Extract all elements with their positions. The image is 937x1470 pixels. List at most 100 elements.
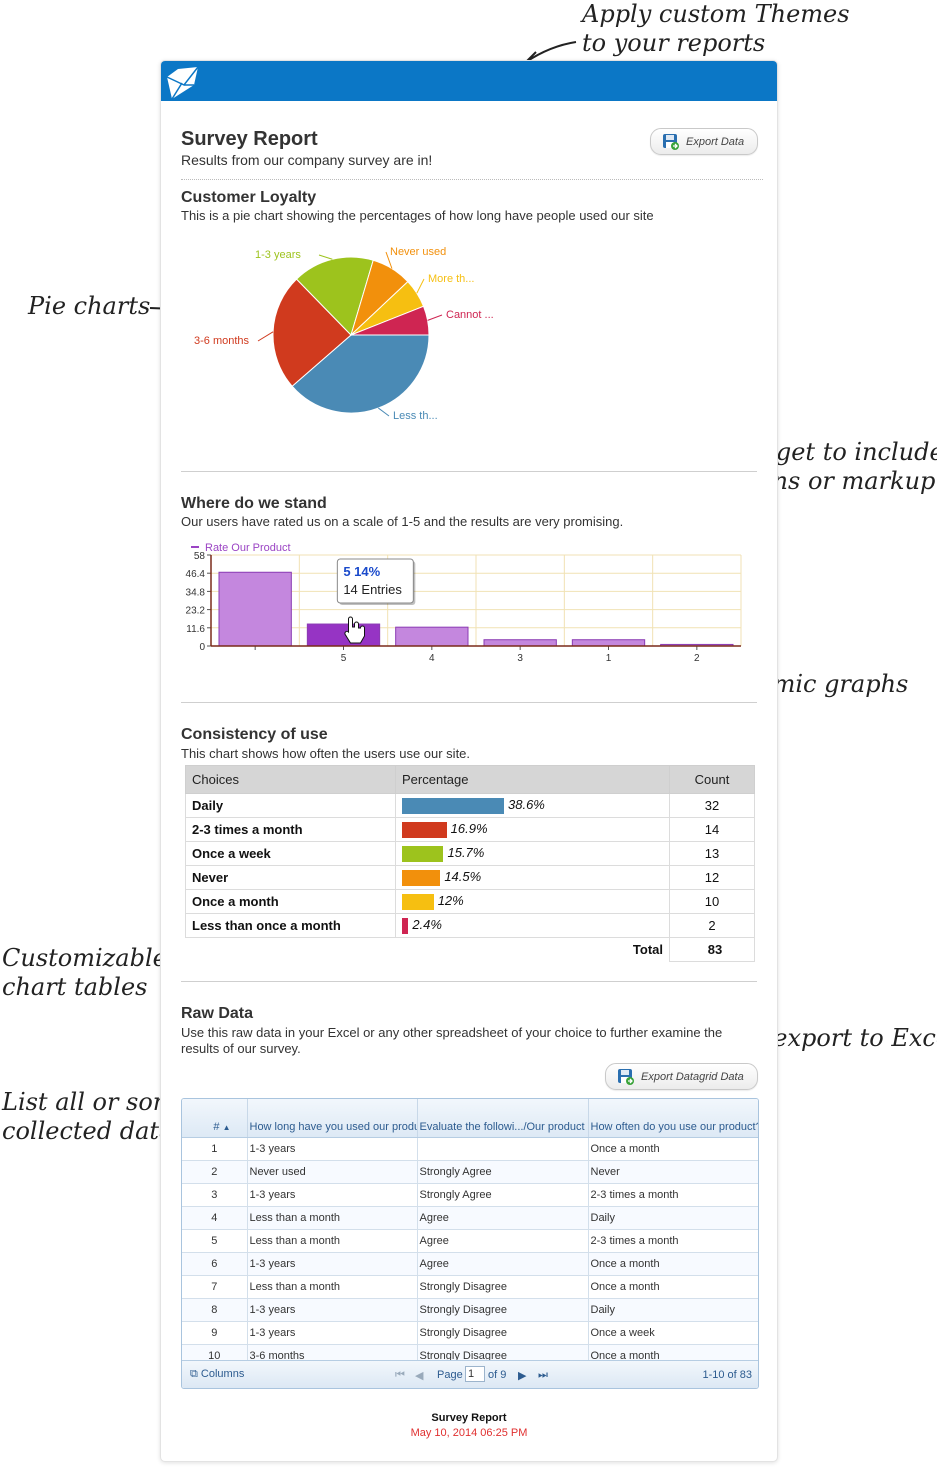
- pie-slice-label: Less th...: [393, 410, 438, 422]
- bar[interactable]: [306, 623, 381, 647]
- grid-cell-evaluate: [417, 1137, 589, 1161]
- bar[interactable]: [571, 639, 646, 647]
- y-tick-label: 23.2: [186, 606, 206, 617]
- pie-leader-line: [318, 254, 333, 260]
- grid-cell-how-often: Once a month: [588, 1252, 758, 1276]
- pie-leader-line: [416, 278, 425, 294]
- grid-cell-evaluate: Agree: [417, 1252, 589, 1276]
- grid-cell-number: 1: [182, 1137, 248, 1161]
- x-tick-label: 2: [694, 653, 700, 664]
- grid-cell-evaluate: Strongly Disagree: [417, 1298, 589, 1322]
- grid-col-how-long[interactable]: How long have you used our produ: [247, 1099, 418, 1138]
- x-tick-label: 3: [517, 653, 523, 664]
- hand-cursor-icon: [344, 616, 365, 644]
- raw-heading: Raw Data: [181, 1005, 254, 1022]
- export-data-label: Export Data: [686, 135, 745, 148]
- pie-slice[interactable]: [295, 256, 374, 336]
- grid-col-number[interactable]: # ▲: [182, 1099, 248, 1138]
- x-tick-label: 5: [341, 653, 347, 664]
- grid-cell-number: 9: [182, 1321, 248, 1345]
- table-row[interactable]: 7 Less than a month Strongly Disagree Once …: [182, 1275, 758, 1299]
- next-page-icon[interactable]: ▶: [518, 1370, 527, 1382]
- col-percentage[interactable]: Percentage: [395, 765, 670, 794]
- percentage-cell: 14.5%: [395, 865, 670, 890]
- divider: [181, 981, 757, 982]
- grid-cell-how-often: Once a month: [588, 1137, 758, 1161]
- grid-cell-number: 6: [182, 1252, 248, 1276]
- legend-label: Rate Our Product: [205, 542, 291, 554]
- grid-cell-evaluate: Strongly Agree: [417, 1160, 589, 1184]
- pie-slice-label: More th...: [428, 273, 474, 285]
- grid-cell-how-long: 1-3 years: [247, 1321, 418, 1345]
- export-datagrid-button[interactable]: Export Datagrid Data: [605, 1063, 758, 1090]
- y-tick-label: 11.6: [186, 624, 205, 635]
- divider: [181, 471, 757, 472]
- table-row[interactable]: 1 1-3 years Once a month: [182, 1137, 758, 1161]
- consistency-row: Once a month 12% 10: [185, 889, 755, 914]
- tooltip-body: 14 Entries: [343, 582, 402, 597]
- y-tick-label: 58: [194, 551, 206, 562]
- percentage-text: 12%: [437, 893, 464, 909]
- pie-chart: Less th... 3-6 months 1-3 years Never used M…: [194, 246, 494, 422]
- first-page-icon[interactable]: ⏮: [395, 1369, 405, 1381]
- consistency-row: Once a week 15.7% 13: [185, 841, 755, 866]
- pie-leader-line: [378, 407, 390, 417]
- table-row[interactable]: 4 Less than a month Agree Daily: [182, 1206, 758, 1230]
- grid-col-how-often[interactable]: How often do you use our product?: [588, 1099, 758, 1138]
- page-input[interactable]: 1: [465, 1366, 485, 1382]
- table-row[interactable]: 2 Never used Strongly Agree Never: [182, 1160, 758, 1184]
- table-row[interactable]: 9 1-3 years Strongly Disagree Once a week: [182, 1321, 758, 1345]
- col-choices[interactable]: Choices: [185, 765, 396, 794]
- annotation-list-line2: collected data: [2, 1117, 174, 1145]
- annotation-themes-line1: Apply custom Themes: [582, 0, 850, 28]
- range-label: 1-10 of 83: [702, 1369, 752, 1381]
- loyalty-heading: Customer Loyalty: [181, 189, 317, 206]
- page-label: Page: [437, 1369, 463, 1381]
- col-count[interactable]: Count: [669, 765, 755, 794]
- pie-leader-line: [385, 251, 393, 269]
- columns-button[interactable]: ⧉ Columns: [190, 1368, 244, 1381]
- pie-slice-label: Never used: [390, 246, 446, 258]
- grid-cell-how-often: Daily: [588, 1298, 758, 1322]
- pie-leader-line: [427, 314, 443, 321]
- footer-title: Survey Report: [431, 1412, 507, 1424]
- grid-col-evaluate[interactable]: Evaluate the followi.../Our product: [417, 1099, 589, 1138]
- count-cell: 14: [669, 817, 755, 842]
- table-row[interactable]: 3 1-3 years Strongly Agree 2-3 times a mont…: [182, 1183, 758, 1207]
- grid-cell-how-often: Never: [588, 1160, 758, 1184]
- table-row[interactable]: 8 1-3 years Strongly Disagree Daily: [182, 1298, 758, 1322]
- prev-page-icon[interactable]: ◀: [415, 1370, 424, 1382]
- total-spacer: [186, 938, 396, 962]
- pie-leader-line: [257, 331, 274, 342]
- choice-cell: Once a week: [185, 841, 396, 866]
- grid-cell-how-often: Daily: [588, 1206, 758, 1230]
- percentage-cell: 16.9%: [395, 817, 670, 842]
- grid-cell-how-long: 1-3 years: [247, 1252, 418, 1276]
- grid-cell-number: 5: [182, 1229, 248, 1253]
- table-row[interactable]: 6 1-3 years Agree Once a month: [182, 1252, 758, 1276]
- total-label: Total: [632, 942, 663, 958]
- report-subtitle: Results from our company survey are in!: [181, 152, 433, 168]
- export-data-button[interactable]: Export Data: [650, 128, 758, 155]
- table-row[interactable]: 5 Less than a month Agree 2-3 times a month: [182, 1229, 758, 1253]
- y-tick-label: 34.8: [186, 587, 206, 598]
- raw-datagrid: # ▲ How long have you used our produ Eva…: [181, 1098, 759, 1389]
- consistency-row: 2-3 times a month 16.9% 14: [185, 817, 755, 842]
- percentage-text: 15.7%: [447, 845, 485, 861]
- columns-icon: ⧉: [190, 1368, 198, 1380]
- bar[interactable]: [395, 626, 469, 647]
- grid-cell-evaluate: Strongly Disagree: [417, 1275, 589, 1299]
- bar[interactable]: [483, 639, 557, 647]
- annotation-themes-line2: to your reports: [582, 29, 766, 57]
- grid-cell-how-long: 1-3 years: [247, 1137, 418, 1161]
- last-page-icon[interactable]: ⏭: [538, 1369, 548, 1381]
- grid-col-number-label: #: [213, 1120, 220, 1133]
- consistency-row: Never 14.5% 12: [185, 865, 755, 890]
- choice-cell: Never: [185, 865, 396, 890]
- bar[interactable]: [218, 571, 292, 647]
- divider: [181, 179, 763, 180]
- footer-date: May 10, 2014 06:25 PM: [410, 1427, 528, 1439]
- percentage-bar: [402, 821, 447, 838]
- pie-slice[interactable]: [272, 278, 352, 387]
- envelope-logo-icon: [166, 66, 199, 100]
